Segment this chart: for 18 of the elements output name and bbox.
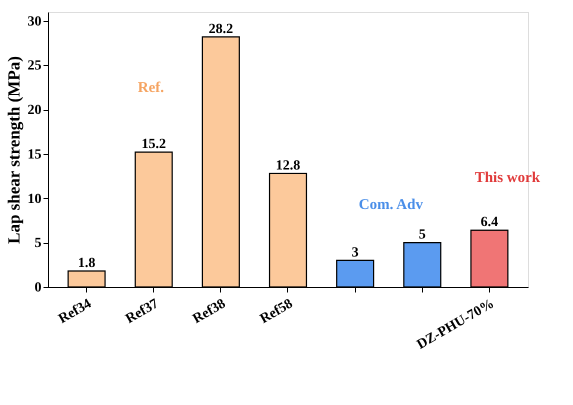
y-tick-label: 30 [28, 14, 42, 30]
y-axis-title: Lap shear strength (MPa) [4, 56, 24, 244]
data-label: 28.2 [208, 22, 234, 37]
y-tick-label: 0 [34, 280, 42, 296]
y-tick-label: 5 [34, 236, 42, 252]
data-label: 3 [352, 245, 359, 260]
y-tick-label: 15 [28, 147, 42, 162]
data-label: 6.4 [480, 215, 498, 230]
data-label: 12.8 [276, 158, 300, 174]
data-label: 1.8 [78, 256, 96, 272]
y-tick-label: 10 [28, 192, 42, 207]
annotation: Com. Adv [358, 197, 424, 213]
y-tick-label: 20 [28, 103, 42, 118]
data-label: 15.2 [141, 137, 166, 152]
data-label: 5 [418, 228, 426, 243]
annotation: This work [474, 170, 541, 186]
annotation: Ref. [138, 80, 164, 96]
y-tick-label: 25 [28, 58, 42, 74]
